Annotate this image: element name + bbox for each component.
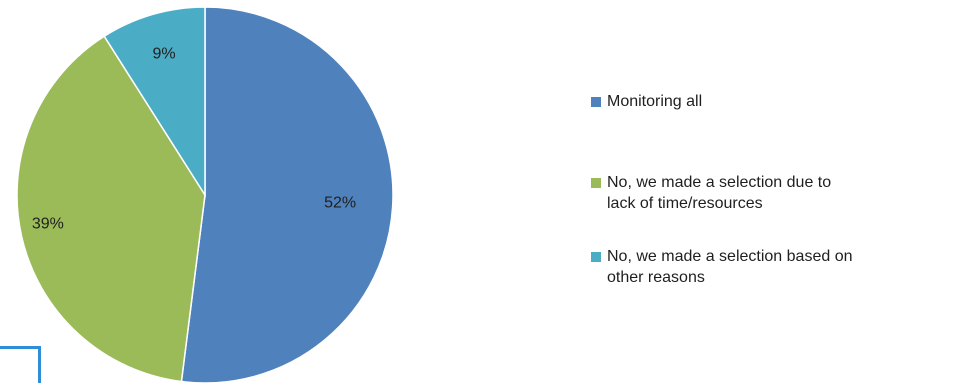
legend-label-line: Monitoring all	[607, 93, 703, 110]
legend-swatch-selection-lack-of-time	[591, 178, 601, 188]
legend-label-line: lack of time/resources	[607, 195, 763, 212]
pie-data-label-1: 39%	[32, 216, 64, 233]
pie-data-label-2: 9%	[153, 45, 176, 62]
frame-corner-decoration	[0, 346, 41, 383]
pie-slice-2	[103, 6, 206, 198]
legend-swatch-monitoring-all	[591, 97, 601, 107]
legend-label-line: No, we made a selection due to	[607, 174, 832, 191]
pie-slice-0	[180, 6, 394, 383]
legend-label-monitoring-all: Monitoring all	[607, 91, 907, 112]
legend-label-selection-lack-of-time: No, we made a selection due to lack of t…	[607, 172, 907, 214]
legend-item-monitoring-all: Monitoring all	[591, 91, 907, 112]
legend-label-selection-other-reasons: No, we made a selection based on other r…	[607, 246, 907, 288]
pie-slice-1	[16, 35, 206, 383]
legend-label-line: other reasons	[607, 269, 705, 286]
legend-item-selection-lack-of-time: No, we made a selection due to lack of t…	[591, 172, 907, 214]
legend-item-selection-other-reasons: No, we made a selection based on other r…	[591, 246, 907, 288]
legend-swatch-selection-other-reasons	[591, 252, 601, 262]
pie-data-label-0: 52%	[324, 195, 356, 212]
legend-label-line: No, we made a selection based on	[607, 248, 853, 265]
